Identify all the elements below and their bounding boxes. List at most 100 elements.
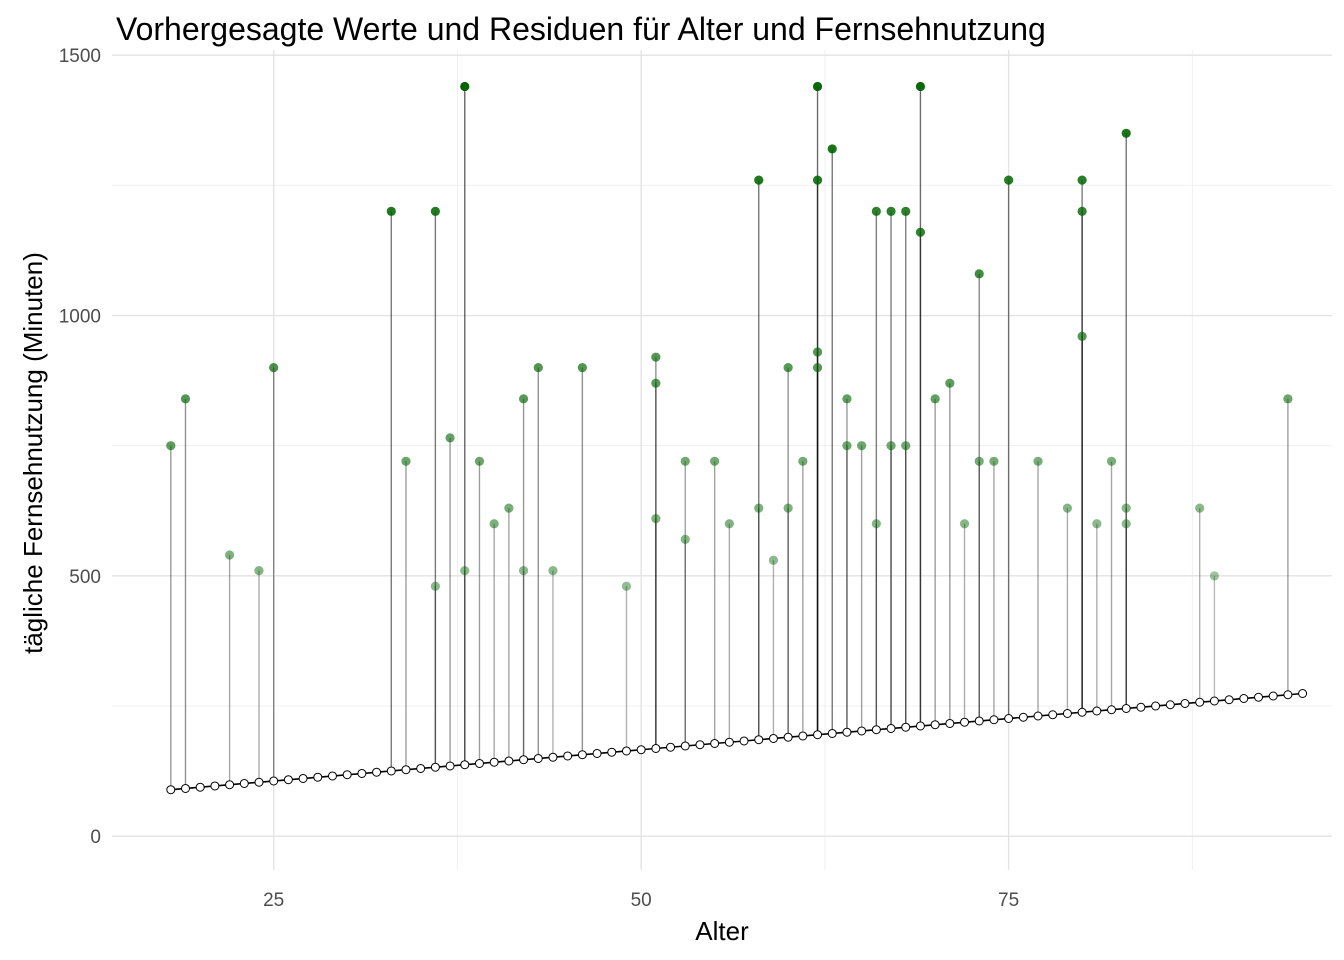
predicted-point — [1224, 695, 1234, 705]
data-point — [548, 566, 558, 576]
predicted-point — [768, 733, 778, 743]
predicted-point — [313, 772, 323, 782]
data-point — [1106, 456, 1117, 466]
predicted-point — [651, 743, 661, 753]
data-point — [1283, 394, 1293, 404]
predicted-point — [430, 762, 440, 772]
predicted-point — [180, 783, 190, 793]
data-point — [974, 456, 984, 466]
predicted-point — [724, 737, 734, 747]
data-point — [871, 206, 881, 216]
data-point — [680, 456, 690, 466]
data-point — [254, 566, 264, 576]
predicted-point — [1283, 690, 1293, 700]
data-point — [871, 519, 881, 529]
data-point — [827, 144, 837, 154]
data-point — [401, 456, 411, 466]
data-point — [754, 175, 764, 185]
predicted-point — [1209, 696, 1219, 706]
predicted-point — [621, 746, 631, 756]
data-point — [1121, 503, 1131, 513]
predicted-point — [239, 778, 249, 788]
predicted-point — [166, 785, 176, 795]
predicted-point — [577, 750, 587, 760]
predicted-point — [1077, 707, 1087, 717]
predicted-point — [636, 745, 646, 755]
data-point — [798, 456, 808, 466]
predicted-point — [519, 755, 529, 765]
data-point — [430, 581, 440, 591]
y-tick-label: 0 — [90, 827, 101, 848]
x-tick-label: 25 — [263, 890, 284, 911]
predicted-point — [504, 756, 514, 766]
predicted-point — [210, 781, 220, 791]
predicted-point — [989, 715, 999, 725]
predicted-point — [607, 747, 617, 757]
data-point — [724, 519, 734, 529]
data-point — [901, 206, 911, 216]
predicted-point — [533, 753, 543, 763]
predicted-point — [871, 725, 881, 735]
predicted-point — [1121, 703, 1131, 713]
data-point — [489, 519, 499, 529]
data-point — [518, 566, 529, 576]
predicted-point — [666, 742, 676, 752]
predicted-point — [1092, 706, 1102, 716]
predicted-point — [827, 728, 837, 738]
data-point — [812, 81, 823, 92]
data-point — [857, 441, 867, 451]
predicted-point — [783, 732, 793, 742]
predicted-point — [1136, 702, 1146, 712]
data-point — [915, 81, 926, 92]
data-point — [651, 352, 661, 362]
residual-lines — [170, 86, 1289, 790]
data-point — [842, 441, 852, 451]
data-point — [533, 362, 543, 373]
data-point — [518, 394, 529, 404]
predicted-point — [372, 767, 382, 777]
predicted-point — [357, 768, 367, 778]
predicted-point — [489, 757, 499, 767]
data-point — [166, 441, 176, 451]
tick-labels: 25 50 75 0 500 1000 1500 — [59, 46, 1019, 911]
predicted-point — [1048, 710, 1058, 720]
data-point — [1195, 503, 1205, 513]
predicted-point — [710, 738, 720, 748]
predicted-point — [1033, 711, 1043, 721]
predicted-point — [1180, 699, 1190, 709]
data-point — [945, 378, 955, 388]
predicted-point — [460, 760, 470, 770]
data-point — [812, 362, 823, 373]
predicted-point — [342, 770, 352, 780]
data-point — [886, 206, 896, 216]
data-point — [842, 394, 852, 404]
predicted-point — [474, 758, 484, 768]
data-point — [1062, 503, 1073, 513]
data-point — [1077, 206, 1087, 216]
predicted-point — [386, 766, 396, 776]
predicted-point — [548, 752, 558, 762]
data-point — [1077, 331, 1087, 341]
predicted-point — [930, 720, 940, 730]
data-point — [180, 394, 191, 404]
predicted-point — [915, 721, 925, 731]
data-point — [974, 269, 984, 279]
predicted-point — [1254, 692, 1264, 702]
regression-line — [166, 689, 1308, 795]
predicted-point — [1239, 694, 1249, 704]
data-point — [812, 347, 823, 357]
data-point — [386, 206, 396, 216]
predicted-point — [401, 765, 411, 775]
data-point — [474, 456, 485, 466]
data-points — [166, 81, 1293, 591]
predicted-point — [695, 740, 705, 750]
predicted-point — [739, 736, 749, 746]
data-point — [269, 362, 279, 373]
predicted-point — [327, 771, 337, 781]
data-point — [651, 378, 661, 388]
predicted-point — [298, 773, 308, 783]
predicted-point — [254, 777, 264, 787]
predicted-point — [1151, 701, 1161, 711]
